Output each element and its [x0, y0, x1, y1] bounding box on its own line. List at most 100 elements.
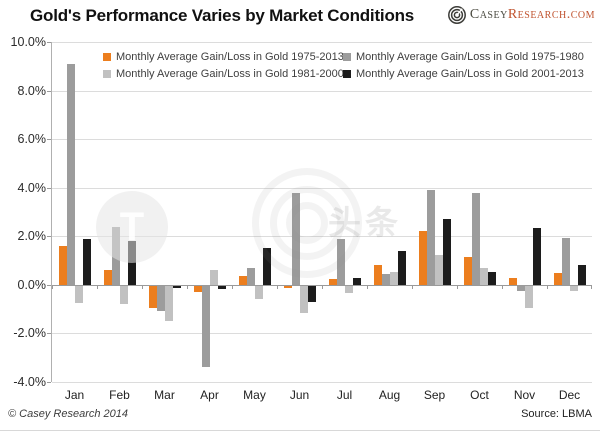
- bar-1975-2013-aug: [373, 265, 382, 285]
- bar-2001-2013-jul: [352, 277, 361, 285]
- y-tick-mark: [47, 333, 51, 335]
- x-tick-label-jun: Jun: [289, 388, 310, 402]
- y-tick-mark: [47, 187, 51, 189]
- brand-text: CaseyResearch.com: [470, 7, 595, 23]
- x-tick-mark: [457, 284, 458, 289]
- bar-1981-2000-jul: [344, 285, 353, 294]
- y-tick-mark: [47, 139, 51, 141]
- copyright-text: © Casey Research 2014: [8, 408, 129, 420]
- x-tick-mark: [547, 284, 548, 289]
- bar-2001-2013-feb: [127, 241, 136, 285]
- bar-1975-2013-jul: [328, 278, 337, 285]
- y-tick-mark: [47, 236, 51, 238]
- bar-1981-2000-nov: [524, 285, 533, 308]
- bar-1981-2000-oct: [479, 267, 488, 285]
- x-tick-label-jul: Jul: [336, 388, 353, 402]
- x-tick-mark: [591, 284, 592, 289]
- bar-1981-2000-may: [254, 285, 263, 300]
- gridline: [52, 187, 592, 189]
- bar-1975-1980-feb: [111, 226, 120, 285]
- bar-1981-2000-sep: [434, 254, 443, 285]
- bar-1975-2013-apr: [193, 285, 202, 292]
- y-tick-mark: [47, 90, 51, 92]
- brand-text-research: Research.com: [507, 7, 595, 22]
- bar-1981-2000-feb: [119, 285, 128, 305]
- x-tick-mark: [232, 284, 233, 289]
- legend-item-1975-2013: Monthly Average Gain/Loss in Gold 1975-2…: [103, 51, 344, 63]
- bar-1981-2000-apr: [209, 270, 218, 285]
- x-tick-mark: [322, 284, 323, 289]
- bar-1975-2013-sep: [418, 231, 427, 285]
- x-tick-label-jan: Jan: [64, 388, 85, 402]
- gridline: [52, 139, 592, 141]
- legend-swatch-1981-2000: [103, 70, 111, 78]
- legend-swatch-1975-1980: [343, 53, 351, 61]
- bar-2001-2013-oct: [487, 271, 496, 285]
- bar-1975-1980-jun: [291, 192, 300, 285]
- y-tick-mark: [47, 382, 51, 383]
- bar-1975-2013-oct: [463, 256, 472, 285]
- bar-2001-2013-jan: [82, 238, 91, 285]
- gridline: [52, 236, 592, 238]
- source-text: Source: LBMA: [521, 408, 592, 420]
- brand-text-casey: Casey: [469, 7, 508, 22]
- x-tick-mark: [277, 284, 278, 289]
- bar-2001-2013-sep: [442, 219, 451, 285]
- plot-area: 10.0% 8.0% 6.0% 4.0% 2.0% 0.0% -2.0% -4.0% Jan Fe…: [11, 35, 592, 402]
- x-tick-mark: [142, 284, 143, 289]
- y-tick-label: 8.0%: [17, 83, 47, 98]
- bar-1975-1980-apr: [201, 285, 210, 368]
- y-axis-line: [51, 42, 52, 382]
- x-tick-mark: [97, 284, 98, 289]
- legend-label: Monthly Average Gain/Loss in Gold 2001-2…: [356, 68, 584, 80]
- bar-1981-2000-jan: [74, 285, 83, 303]
- x-tick-mark: [412, 284, 413, 289]
- x-tick-mark: [52, 284, 53, 289]
- bar-1975-1980-nov: [516, 285, 525, 291]
- chart-legend: Monthly Average Gain/Loss in Gold 1975-2…: [103, 51, 584, 80]
- y-tick-mark: [47, 42, 51, 43]
- gridline: [52, 42, 592, 43]
- swirl-logo-icon: [447, 5, 467, 25]
- y-tick-label: 0.0%: [17, 277, 47, 292]
- y-tick-label: 4.0%: [17, 180, 47, 195]
- gridline: [52, 90, 592, 92]
- y-tick-label: -4.0%: [13, 375, 46, 389]
- bar-2001-2013-mar: [172, 285, 181, 289]
- bar-1975-2013-feb: [103, 270, 112, 285]
- legend-label: Monthly Average Gain/Loss in Gold 1975-1…: [356, 51, 584, 63]
- x-tick-mark: [367, 284, 368, 289]
- bar-1975-2013-mar: [148, 285, 157, 308]
- legend-item-1981-2000: Monthly Average Gain/Loss in Gold 1981-2…: [103, 68, 344, 80]
- legend-label: Monthly Average Gain/Loss in Gold 1981-2…: [116, 68, 344, 80]
- bar-1975-2013-nov: [508, 277, 517, 285]
- bar-2001-2013-jun: [307, 285, 316, 302]
- brand-logo: CaseyResearch.com: [447, 5, 595, 25]
- y-tick-mark: [47, 284, 51, 286]
- bar-2001-2013-may: [262, 248, 271, 285]
- x-tick-label-nov: Nov: [513, 388, 536, 402]
- x-tick-mark: [187, 284, 188, 289]
- gridline: [52, 382, 592, 383]
- y-tick-label: -2.0%: [13, 326, 46, 341]
- chart-title: Gold's Performance Varies by Market Cond…: [30, 6, 415, 25]
- bar-1975-1980-aug: [381, 273, 390, 285]
- y-tick-label: 6.0%: [17, 132, 47, 147]
- x-tick-label-aug: Aug: [378, 388, 401, 402]
- bar-1975-1980-oct: [471, 192, 480, 285]
- bar-1981-2000-dec: [569, 285, 578, 291]
- bar-2001-2013-nov: [532, 227, 541, 285]
- bar-1975-1980-jan: [66, 63, 75, 285]
- bar-2001-2013-apr: [217, 285, 226, 290]
- legend-item-1975-1980: Monthly Average Gain/Loss in Gold 1975-1…: [343, 51, 584, 63]
- legend-label: Monthly Average Gain/Loss in Gold 1975-2…: [116, 51, 344, 63]
- bar-1975-2013-jan: [58, 246, 67, 285]
- bar-1975-1980-may: [246, 267, 255, 285]
- x-tick-label-may: May: [243, 388, 266, 402]
- bar-1975-1980-dec: [561, 237, 570, 285]
- bar-1975-2013-jun: [283, 285, 292, 289]
- bar-2001-2013-dec: [577, 265, 586, 285]
- gridline: [52, 333, 592, 335]
- x-tick-label-feb: Feb: [109, 388, 130, 402]
